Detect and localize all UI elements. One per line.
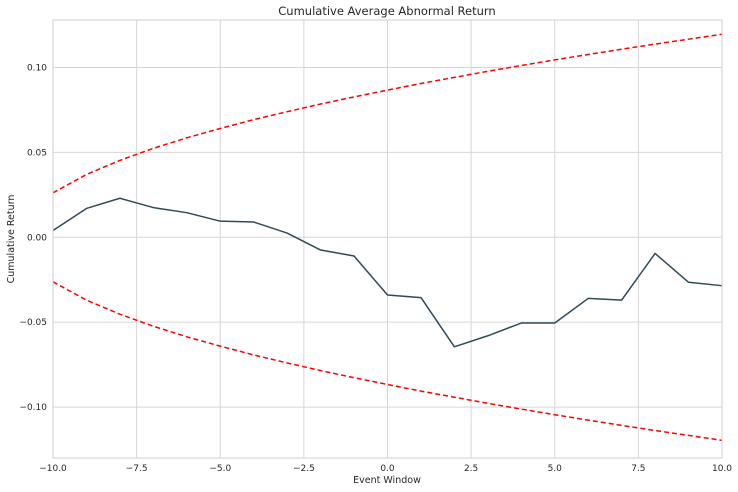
plot-area xyxy=(52,33,723,442)
y-tick-label: −0.05 xyxy=(19,318,47,328)
x-tick-label: 7.5 xyxy=(631,464,645,474)
x-tick-label: −10.0 xyxy=(39,464,67,474)
chart-title: Cumulative Average Abnormal Return xyxy=(278,4,495,18)
x-tick-label: 10.0 xyxy=(712,464,732,474)
grid xyxy=(52,20,723,458)
upper-confidence-band-line xyxy=(52,33,723,194)
y-axis-label: Cumulative Return xyxy=(6,195,17,284)
x-tick-label: −5.0 xyxy=(209,464,231,474)
x-tick-label: −2.5 xyxy=(293,464,315,474)
y-axis-ticks: −0.10 −0.05 0.00 0.05 0.10 xyxy=(19,64,47,414)
x-axis-ticks: −10.0 −7.5 −5.0 −2.5 0.0 2.5 5.0 7.5 10.0 xyxy=(39,464,732,474)
y-tick-label: 0.10 xyxy=(27,64,47,74)
y-tick-label: −0.10 xyxy=(19,403,47,413)
x-axis-label: Event Window xyxy=(353,475,421,486)
car-series-line xyxy=(52,197,723,348)
lower-confidence-band-line xyxy=(52,281,723,442)
y-tick-label: 0.00 xyxy=(27,233,47,243)
x-tick-label: 5.0 xyxy=(548,464,563,474)
y-tick-label: 0.05 xyxy=(27,148,47,158)
x-tick-label: −7.5 xyxy=(126,464,148,474)
x-tick-label: 0.0 xyxy=(380,464,395,474)
x-tick-label: 2.5 xyxy=(464,464,478,474)
plot-frame xyxy=(52,19,723,459)
